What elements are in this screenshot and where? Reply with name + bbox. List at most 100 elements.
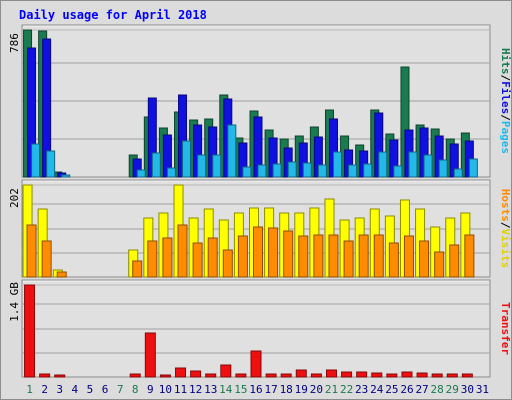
legend-entry: Visits <box>499 229 512 269</box>
bar-pages-day-1 <box>31 143 41 178</box>
bar-pages-day-30 <box>468 158 478 178</box>
x-tick-label: 17 <box>264 383 277 396</box>
bar-hosts-day-24 <box>373 234 384 278</box>
bar-pages-day-3 <box>61 174 71 178</box>
x-tick-label: 22 <box>340 383 353 396</box>
bar-hosts-day-16 <box>253 226 263 278</box>
legend-entry: / <box>499 75 512 82</box>
bar-hosts-day-1 <box>26 224 37 278</box>
bar-hosts-day-27 <box>419 240 430 278</box>
bar-hosts-day-10 <box>162 237 173 278</box>
bar-pages-day-9 <box>151 152 161 178</box>
bar-kbytes-day-12 <box>190 370 202 378</box>
bar-pages-day-26 <box>408 151 418 178</box>
bar-kbytes-day-11 <box>175 367 187 378</box>
bar-pages-day-14 <box>227 124 237 178</box>
bar-hosts-day-8 <box>132 260 143 278</box>
bar-pages-day-18 <box>287 161 297 178</box>
x-tick-label: 10 <box>159 383 172 396</box>
bar-kbytes-day-23 <box>356 371 368 378</box>
x-tick-label: 19 <box>295 383 308 396</box>
x-tick-label: 15 <box>234 383 247 396</box>
x-tick-label: 4 <box>72 383 79 396</box>
bar-hosts-day-13 <box>207 237 218 278</box>
x-tick-label: 23 <box>355 383 368 396</box>
bar-pages-day-19 <box>302 162 312 178</box>
bar-pages-day-17 <box>272 163 282 178</box>
bar-pages-day-16 <box>257 164 267 178</box>
y-max-label: 202 <box>8 188 21 208</box>
x-tick-label: 25 <box>385 383 398 396</box>
bar-kbytes-day-27 <box>416 372 428 378</box>
bar-kbytes-day-20 <box>310 373 322 378</box>
bar-pages-day-25 <box>393 165 403 178</box>
legend-entry: Transfer <box>499 302 512 355</box>
bar-hosts-day-28 <box>434 251 445 278</box>
bar-pages-day-22 <box>348 164 358 178</box>
y-max-label: 1.4 GB <box>8 282 21 322</box>
bar-kbytes-day-8 <box>129 373 141 378</box>
bar-pages-day-12 <box>197 154 207 178</box>
x-tick-label: 26 <box>400 383 413 396</box>
bar-kbytes-day-18 <box>280 373 292 378</box>
bar-hosts-day-30 <box>464 234 475 278</box>
bar-pages-day-24 <box>378 151 388 178</box>
bar-hosts-day-26 <box>403 235 414 278</box>
bar-pages-day-23 <box>363 163 373 178</box>
x-tick-label: 29 <box>446 383 459 396</box>
legend-entry: Files <box>499 81 512 114</box>
chart-title: Daily usage for April 2018 <box>19 8 207 22</box>
x-tick-label: 21 <box>325 383 338 396</box>
bar-hosts-day-3 <box>56 271 67 278</box>
x-tick-label: 31 <box>476 383 489 396</box>
bar-kbytes-day-26 <box>401 371 413 378</box>
bar-kbytes-day-16 <box>250 350 262 378</box>
bar-pages-day-15 <box>242 166 252 178</box>
legend-entry: / <box>499 114 512 121</box>
x-tick-label: 13 <box>204 383 217 396</box>
bar-pages-day-27 <box>423 154 433 178</box>
bar-pages-day-13 <box>212 154 222 178</box>
bar-pages-day-21 <box>332 151 342 178</box>
bar-kbytes-day-17 <box>265 373 277 378</box>
legend-entry: Pages <box>499 121 512 154</box>
legend-entry: / <box>499 222 512 229</box>
x-tick-label: 14 <box>219 383 233 396</box>
x-tick-label: 6 <box>102 383 109 396</box>
bar-hosts-day-19 <box>298 235 309 278</box>
x-tick-label: 2 <box>41 383 48 396</box>
bar-kbytes-day-1 <box>24 284 36 378</box>
bar-hosts-day-14 <box>222 249 233 278</box>
x-tick-label: 8 <box>132 383 139 396</box>
bar-pages-day-8 <box>136 169 146 178</box>
bar-hosts-day-9 <box>147 240 158 278</box>
legend-entry: Hosts <box>499 189 512 222</box>
x-tick-label: 18 <box>280 383 293 396</box>
bar-hosts-day-23 <box>358 234 369 278</box>
bar-hosts-day-17 <box>268 227 279 278</box>
x-tick-label: 24 <box>370 383 384 396</box>
legend-hosts-visits: Hosts/Visits <box>499 189 512 269</box>
legend-transfer: Transfer <box>499 302 512 355</box>
x-tick-label: 16 <box>249 383 262 396</box>
x-tick-label: 28 <box>431 383 444 396</box>
bar-kbytes-day-3 <box>54 374 66 378</box>
bar-kbytes-day-9 <box>144 332 156 378</box>
bar-kbytes-day-28 <box>431 373 443 378</box>
chart-bars <box>22 29 478 378</box>
x-tick-label: 11 <box>174 383 187 396</box>
bar-hosts-day-20 <box>313 234 324 278</box>
bar-kbytes-day-30 <box>461 373 473 378</box>
chart-panels <box>21 24 491 378</box>
x-tick-label: 12 <box>189 383 202 396</box>
x-tick-label: 1 <box>26 383 33 396</box>
x-tick-label: 27 <box>415 383 428 396</box>
x-tick-label: 3 <box>56 383 63 396</box>
bar-kbytes-day-15 <box>235 373 247 378</box>
x-tick-label: 9 <box>147 383 154 396</box>
legend-entry: Hits <box>499 48 512 75</box>
bar-kbytes-day-2 <box>39 373 51 378</box>
bar-kbytes-day-25 <box>386 373 398 378</box>
legend-hits-files-pages: Hits/Files/Pages <box>499 48 512 154</box>
